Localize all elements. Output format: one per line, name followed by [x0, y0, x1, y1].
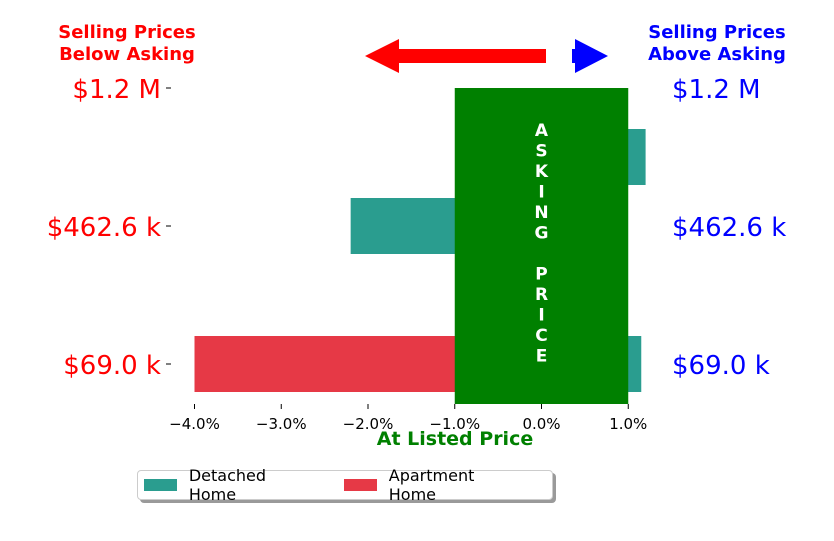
x-axis-label: At Listed Price [377, 428, 533, 450]
asking-band-letter: A [535, 121, 549, 141]
legend-swatch-apartment [343, 479, 377, 491]
left-price-label: $462.6 k [47, 213, 161, 243]
asking-band-letter: S [535, 142, 547, 162]
right-price-label: $1.2 M [672, 75, 761, 105]
right-price-label: $462.6 k [672, 213, 786, 243]
asking-band-letter: R [535, 285, 548, 305]
x-tick-label: −3.0% [256, 415, 307, 433]
right-header-title: Above Asking [648, 44, 786, 65]
asking-band-letter: G [535, 224, 549, 244]
legend-swatch-detached [144, 479, 177, 491]
x-tick-label: 0.0% [522, 415, 560, 433]
x-tick-label: 1.0% [609, 415, 647, 433]
chart-legend: Detached Home Apartment Home [137, 466, 553, 504]
asking-band-letter: N [534, 203, 548, 223]
right-header-title: Selling Prices [648, 22, 785, 43]
right-price-label: $69.0 k [672, 351, 770, 381]
x-tick-label: −2.0% [343, 415, 394, 433]
asking-band-letter: I [538, 183, 544, 203]
left-header-title: Selling Prices [58, 22, 195, 43]
legend-item-apartment: Apartment Home [343, 466, 522, 504]
legend-label-apartment: Apartment Home [388, 466, 475, 504]
x-tick-label: −4.0% [169, 415, 220, 433]
asking-band-letter: K [535, 162, 549, 182]
legend-label-detached: Detached Home [188, 466, 267, 504]
asking-price-band [454, 88, 629, 404]
x-tick-label: −1.0% [429, 415, 480, 433]
asking-band-letter: C [535, 326, 547, 346]
legend-item-detached: Detached Home [144, 466, 314, 504]
asking-band-letter: P [535, 265, 547, 285]
asking-band-letter: I [538, 306, 544, 326]
left-price-label: $1.2 M [72, 75, 161, 105]
right-arrow-icon [572, 39, 608, 73]
left-price-label: $69.0 k [63, 351, 161, 381]
left-arrow-icon [365, 39, 546, 73]
left-header-title: Below Asking [59, 44, 195, 65]
asking-band-letter: E [536, 347, 548, 367]
